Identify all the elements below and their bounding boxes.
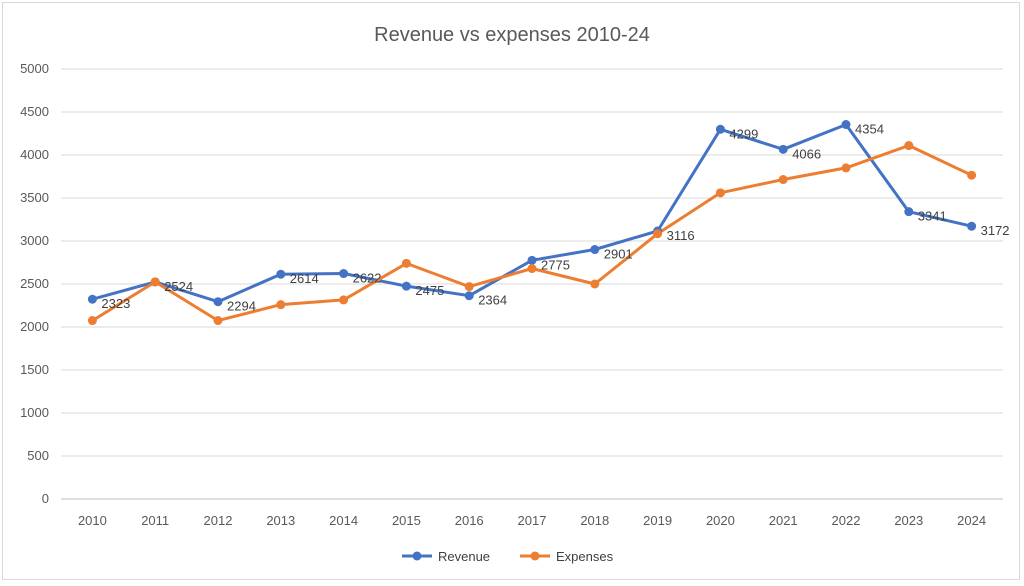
y-tick-label: 1000 [20, 405, 49, 420]
y-tick-label: 3000 [20, 233, 49, 248]
data-point-revenue [401, 281, 411, 291]
data-label: 4354 [855, 122, 884, 137]
data-label: 2524 [164, 279, 193, 294]
data-label: 3341 [918, 209, 947, 224]
data-point-revenue [213, 297, 223, 307]
x-tick-label: 2017 [518, 513, 547, 528]
data-point-expenses [590, 279, 600, 289]
y-tick-label: 4500 [20, 104, 49, 119]
data-point-revenue [841, 120, 851, 130]
data-label: 2901 [604, 247, 633, 262]
x-tick-label: 2013 [266, 513, 295, 528]
x-tick-label: 2016 [455, 513, 484, 528]
data-label: 2614 [290, 271, 319, 286]
data-label: 2294 [227, 299, 256, 314]
data-point-revenue [590, 245, 600, 255]
x-tick-label: 2022 [832, 513, 861, 528]
data-point-expenses [213, 316, 223, 326]
data-point-revenue [904, 207, 914, 217]
line-chart: Revenue vs expenses 2010-24 0 500 1000 1500… [20, 24, 1009, 564]
data-point-revenue [527, 255, 537, 265]
legend-label-expenses: Expenses [556, 549, 614, 564]
x-tick-label: 2019 [643, 513, 672, 528]
y-tick-label: 2000 [20, 319, 49, 334]
y-tick-label: 5000 [20, 61, 49, 76]
x-tick-label: 2020 [706, 513, 735, 528]
data-point-revenue [339, 269, 349, 279]
data-point-expenses [967, 170, 977, 180]
legend-label-revenue: Revenue [438, 549, 490, 564]
data-label: 2775 [541, 257, 570, 272]
y-tick-label: 500 [27, 448, 49, 463]
y-tick-label: 0 [42, 491, 49, 506]
data-point-expenses [715, 188, 725, 198]
x-tick-label: 2015 [392, 513, 421, 528]
legend-marker-expenses [530, 551, 540, 561]
y-tick-label: 3500 [20, 190, 49, 205]
series-line-revenue [90, 123, 974, 304]
y-tick-label: 1500 [20, 362, 49, 377]
data-point-revenue [778, 144, 788, 154]
data-label: 4299 [729, 126, 758, 141]
data-point-revenue [87, 294, 97, 304]
data-point-expenses [778, 175, 788, 185]
data-point-expenses [653, 229, 663, 239]
x-tick-label: 2010 [78, 513, 107, 528]
data-point-expenses [276, 300, 286, 310]
data-label: 3116 [667, 228, 695, 243]
data-point-expenses [150, 277, 160, 287]
data-label: 4066 [792, 146, 821, 161]
data-label: 2323 [101, 296, 130, 311]
x-tick-label: 2021 [769, 513, 798, 528]
x-tick-label: 2024 [957, 513, 986, 528]
data-label: 2364 [478, 293, 507, 308]
data-point-expenses [339, 295, 349, 305]
data-point-revenue [276, 269, 286, 279]
x-tick-label: 2012 [204, 513, 233, 528]
data-point-expenses [401, 258, 411, 268]
chart-title: Revenue vs expenses 2010-24 [374, 24, 650, 46]
series-points [87, 120, 977, 326]
y-tick-label: 4000 [20, 147, 49, 162]
data-point-expenses [464, 282, 474, 292]
x-tick-label: 2023 [894, 513, 923, 528]
series-line-expenses [90, 144, 974, 323]
gridlines [61, 68, 1003, 500]
data-point-expenses [87, 316, 97, 326]
data-label: 3172 [981, 223, 1010, 238]
x-tick-label: 2011 [141, 513, 169, 528]
x-axis: 2010 2011 2012 2013 2014 2015 2016 2017 2018 2019… [78, 513, 986, 528]
y-axis: 0 500 1000 1500 2000 2500 3000 3500 4000 4500 5000 [20, 61, 49, 506]
legend: Revenue Expenses [402, 549, 614, 564]
data-point-expenses [841, 163, 851, 173]
legend-marker-revenue [412, 551, 422, 561]
data-point-revenue [967, 221, 977, 231]
x-tick-label: 2014 [329, 513, 358, 528]
y-tick-label: 2500 [20, 276, 49, 291]
data-point-expenses [527, 264, 537, 274]
data-labels: 2323 2524 2294 2614 2622 2475 2364 2775 2901 3116… [101, 122, 1009, 314]
data-point-expenses [904, 141, 914, 151]
x-tick-label: 2018 [580, 513, 609, 528]
data-point-revenue [715, 124, 725, 134]
data-point-revenue [464, 291, 474, 301]
data-label: 2475 [415, 283, 444, 298]
data-label: 2622 [353, 271, 382, 286]
series-lines [90, 123, 974, 323]
